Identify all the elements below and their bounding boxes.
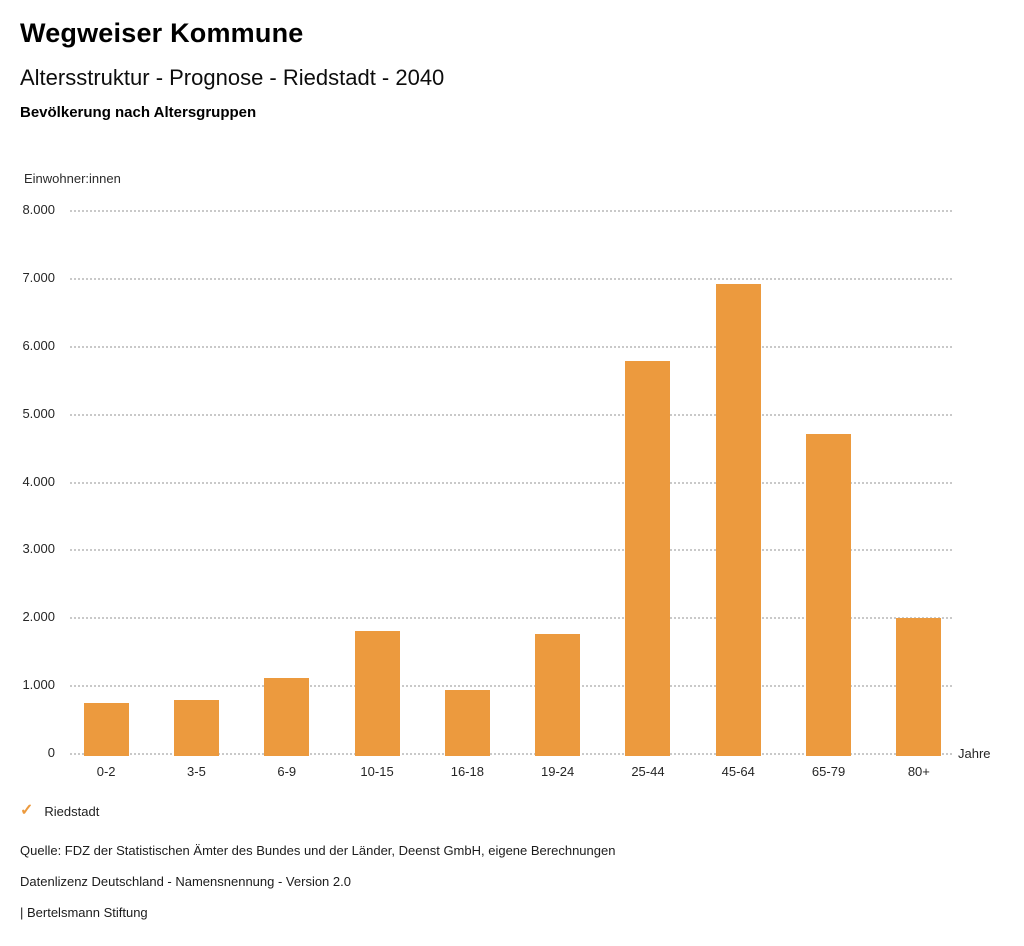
page-subtitle: Altersstruktur - Prognose - Riedstadt - …: [20, 65, 445, 90]
plot-area: [70, 210, 952, 756]
bar-45-64[interactable]: [715, 283, 761, 756]
chart-title: Bevölkerung nach Altersgruppen: [20, 104, 257, 121]
gridline-y-5.000: [70, 413, 952, 416]
legend-item-riedstadt[interactable]: ✓ Riedstadt: [20, 803, 99, 819]
y-axis-tick-6.000: 6.000: [22, 337, 55, 353]
x-axis-tick-65-79: 65-79: [811, 764, 846, 779]
x-axis-tick-25-44: 25-44: [631, 764, 665, 779]
y-axis-tick-3.000: 3.000: [22, 541, 55, 557]
y-axis-tick-8.000: 8.000: [22, 202, 55, 217]
y-axis-tick-2.000: 2.000: [22, 609, 55, 625]
gridline-y-3.000: [70, 549, 952, 552]
gridline-y-0: [70, 753, 952, 755]
x-axis-tick-6-9: 6-9: [277, 764, 297, 779]
y-axis-tick-4.000: 4.000: [22, 473, 55, 489]
gridline-y-1.000: [70, 685, 952, 688]
bar-0-2[interactable]: [83, 703, 129, 756]
gridline-y-8.000: [70, 210, 952, 212]
y-axis-tick-0: 0: [47, 745, 55, 760]
checkmark-icon: ✓: [20, 802, 34, 819]
attribution-text: | Bertelsmann Stiftung: [20, 905, 148, 920]
y-axis-title: Einwohner:innen: [24, 171, 121, 186]
x-axis-tick-10-15: 10-15: [360, 764, 394, 779]
gridline-y-6.000: [70, 345, 952, 348]
bar-65-79[interactable]: [806, 434, 852, 756]
x-axis-unit-label: Jahre: [958, 746, 991, 761]
gridline-y-7.000: [70, 277, 952, 280]
gridline-y-2.000: [70, 617, 952, 620]
y-axis-tick-1.000: 1.000: [22, 677, 55, 693]
bar-25-44[interactable]: [625, 361, 671, 756]
x-axis-tick-16-18: 16-18: [450, 764, 484, 779]
bar-80+[interactable]: [896, 617, 942, 756]
legend-label: Riedstadt: [44, 803, 100, 819]
y-axis-tick-7.000: 7.000: [22, 269, 55, 285]
y-axis-tick-5.000: 5.000: [22, 405, 55, 421]
bar-19-24[interactable]: [535, 634, 581, 756]
x-axis-tick-0-2: 0-2: [96, 764, 116, 779]
bar-3-5[interactable]: [173, 700, 219, 756]
gridline-y-4.000: [70, 481, 952, 484]
x-axis-tick-45-64: 45-64: [721, 764, 755, 779]
x-axis-tick-3-5: 3-5: [187, 764, 206, 779]
x-axis-tick-80+: 80+: [907, 764, 930, 779]
y-axis-labels: 0 1.000 2.000 3.000 4.000 5.000 6.000 7.000 8.00…: [0, 202, 55, 770]
bar-10-15[interactable]: [354, 630, 400, 756]
bar-16-18[interactable]: [444, 689, 490, 756]
x-axis-labels: 0-2 3-5 6-9 10-15 16-18 19-24 25-44 45-64 65-79 8…: [70, 764, 1000, 784]
source-text: Quelle: FDZ der Statistischen Ämter des …: [20, 843, 616, 858]
page-title: Wegweiser Kommune: [20, 18, 304, 48]
bar-6-9[interactable]: [264, 678, 310, 756]
license-text: Datenlizenz Deutschland - Namensnennung …: [20, 874, 351, 889]
x-axis-tick-19-24: 19-24: [541, 764, 575, 779]
